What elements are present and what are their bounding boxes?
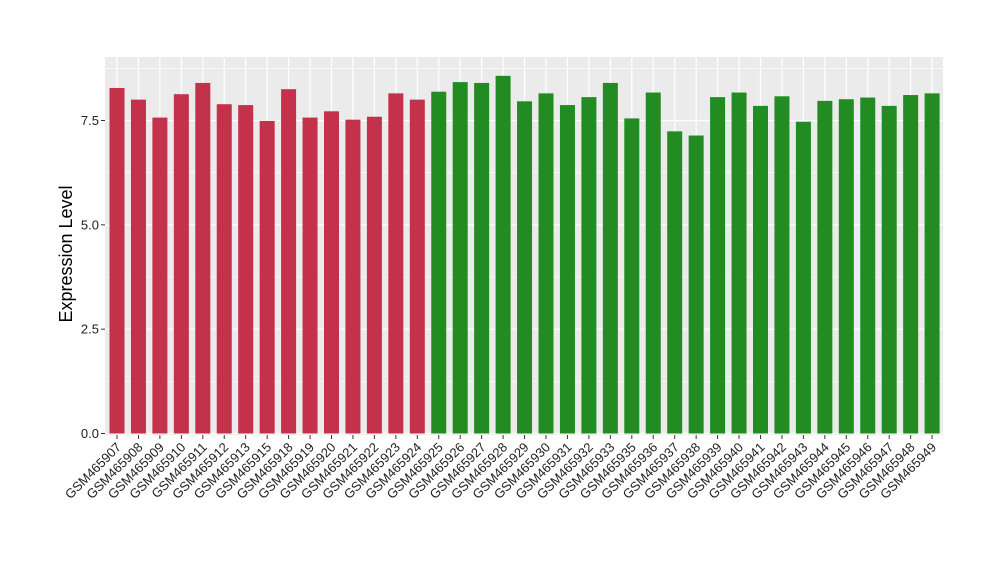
- y-tick-label: 0.0: [81, 426, 99, 441]
- bar-GSM465930: [538, 93, 554, 434]
- bar-GSM465924: [409, 99, 425, 434]
- bar-GSM465929: [517, 101, 533, 434]
- y-axis-title: Expression Level: [56, 185, 76, 322]
- bar-GSM465927: [474, 82, 490, 434]
- bar-GSM465922: [366, 116, 382, 434]
- bar-GSM465945: [838, 99, 854, 434]
- bar-GSM465941: [753, 105, 768, 434]
- bar-GSM465938: [688, 135, 704, 434]
- y-axis: 0.0 2.5 5.0 7.5: [81, 113, 105, 441]
- bar-GSM465944: [817, 100, 833, 434]
- bar-GSM465923: [388, 93, 404, 434]
- y-tick-label: 5.0: [81, 217, 99, 232]
- bar-GSM465907: [109, 87, 125, 434]
- bar-GSM465913: [238, 105, 254, 434]
- bar-GSM465920: [324, 111, 339, 434]
- bar-GSM465943: [795, 121, 811, 434]
- bar-GSM465937: [667, 131, 683, 434]
- bar-GSM465919: [302, 117, 318, 434]
- bar-GSM465946: [860, 97, 876, 434]
- bar-GSM465942: [774, 96, 790, 434]
- bar-GSM465932: [581, 97, 597, 434]
- bar-GSM465909: [152, 117, 168, 434]
- bar-GSM465915: [259, 120, 275, 434]
- bar-GSM465947: [881, 105, 897, 434]
- bar-GSM465931: [559, 105, 575, 434]
- bar-GSM465925: [431, 91, 447, 434]
- bar-GSM465918: [281, 89, 297, 434]
- bar-GSM465912: [216, 104, 232, 434]
- bar-GSM465921: [345, 119, 361, 434]
- bar-GSM465949: [924, 93, 940, 434]
- bar-GSM465936: [645, 92, 661, 434]
- bar-GSM465948: [903, 95, 919, 434]
- y-tick-label: 7.5: [81, 113, 99, 128]
- x-axis: GSM465907GSM465908GSM465909GSM465910GSM4…: [62, 435, 939, 502]
- bar-GSM465933: [602, 82, 618, 434]
- bar-GSM465935: [624, 118, 640, 434]
- bar-GSM465926: [452, 82, 468, 434]
- bar-GSM465908: [130, 99, 146, 434]
- bar-GSM465910: [173, 94, 189, 434]
- y-tick-label: 2.5: [81, 322, 99, 337]
- bar-GSM465940: [731, 92, 747, 434]
- bars: [109, 75, 940, 434]
- bar-GSM465911: [195, 82, 211, 434]
- bar-GSM465928: [495, 75, 511, 434]
- bar-GSM465939: [710, 97, 726, 434]
